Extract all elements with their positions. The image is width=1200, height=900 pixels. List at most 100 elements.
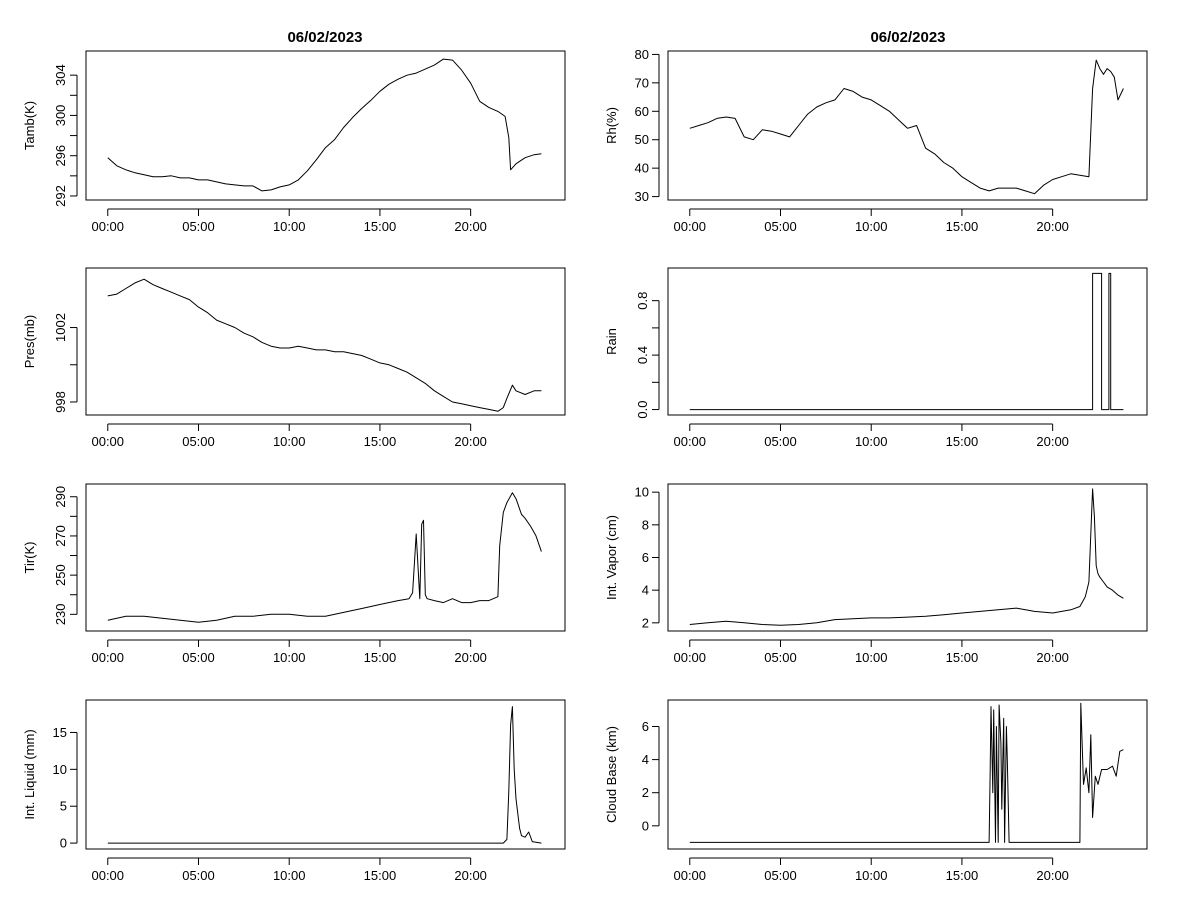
int-vapor-cm-x-tick-label: 05:00 [764, 650, 797, 665]
int-vapor-cm-x-tick-label: 00:00 [673, 650, 706, 665]
rh-y-tick-label: 70 [635, 75, 649, 90]
int-liquid-mm-y-tick-label: 5 [60, 799, 67, 814]
tamb-k-x-tick-label: 00:00 [91, 219, 124, 234]
int-vapor-cm-x-tick-label: 20:00 [1036, 650, 1069, 665]
cloud-base-km-series-line [689, 702, 1124, 843]
cloud-base-km-x-tick-label: 05:00 [764, 868, 797, 883]
tir-k-panel: 00:00 05:00 10:00 15:00 20:00 230 250 270 290 Tir… [22, 483, 566, 665]
cloud-base-km-y-tick-label: 6 [642, 719, 649, 734]
plot-grid: 00:00 05:00 10:00 15:00 20:00292296300304Tam… [22, 47, 1148, 883]
int-liquid-mm-y-tick-label: 0 [60, 836, 67, 851]
int-vapor-cm-y-tick-label: 2 [642, 615, 649, 630]
tir-k-plot-frame [85, 483, 566, 632]
tamb-k-y-tick-label: 292 [53, 185, 68, 207]
tir-k-series-line [107, 492, 542, 623]
tamb-k-plot-frame [85, 50, 566, 201]
int-liquid-mm-y-tick-label: 10 [53, 762, 67, 777]
rain-y-tick-label: 0.4 [635, 346, 650, 364]
int-vapor-cm-plot-frame [667, 483, 1148, 632]
rh-y-tick-label: 60 [635, 104, 649, 119]
pres-mb-plot-frame [85, 267, 566, 416]
cloud-base-km-y-axis-label: Cloud Base (km) [604, 726, 619, 823]
rh-y-tick-label: 30 [635, 189, 649, 204]
rain-x-tick-label: 00:00 [673, 434, 706, 449]
int-liquid-mm-panel: 00:00 05:00 10:00 15:00 20:00 0 5 10 15 Int. Liqu… [22, 699, 566, 883]
pres-mb-series-line [107, 278, 542, 412]
tamb-k-x-tick-label: 20:00 [454, 219, 487, 234]
int-liquid-mm-x-tick-label: 10:00 [273, 868, 306, 883]
rain-y-axis-label: Rain [604, 328, 619, 355]
rh-panel: 00:00 05:00 10:00 15:00 20:00 30 40 50 60 70 80 Rh(… [604, 47, 1148, 234]
int-liquid-mm-x-tick-label: 00:00 [91, 868, 124, 883]
rain-x-tick-label: 10:00 [855, 434, 888, 449]
int-vapor-cm-y-tick-label: 8 [642, 517, 649, 532]
tamb-k-x-tick-label: 10:00 [273, 219, 306, 234]
cloud-base-km-panel: 00:00 05:00 10:00 15:00 20:00 0 2 4 6 Cloud Base … [604, 699, 1148, 883]
tamb-k-y-axis-label: Tamb(K) [22, 101, 37, 150]
rh-x-tick-label: 00:00 [673, 219, 706, 234]
pres-mb-x-tick-label: 15:00 [364, 434, 397, 449]
pres-mb-x-tick-label: 20:00 [454, 434, 487, 449]
int-vapor-cm-x-tick-label: 10:00 [855, 650, 888, 665]
cloud-base-km-plot-frame [667, 699, 1148, 850]
cloud-base-km-y-tick-label: 0 [642, 818, 649, 833]
pres-mb-panel: 00:00 05:00 10:00 15:00 20:00 998 1002 Pres(mb) [22, 267, 566, 449]
int-liquid-mm-plot-frame [85, 699, 566, 850]
cloud-base-km-x-tick-label: 20:00 [1036, 868, 1069, 883]
tamb-k-y-tick-label: 304 [53, 64, 68, 86]
tamb-k-series-line [107, 58, 542, 192]
int-vapor-cm-series-line [689, 488, 1124, 626]
int-vapor-cm-x-tick-label: 15:00 [946, 650, 979, 665]
rain-panel: 00:00 05:00 10:00 15:00 20:00 0.0 0.4 0.8 Rain [604, 267, 1148, 449]
rh-y-axis-label: Rh(%) [604, 107, 619, 144]
rain-x-tick-label: 05:00 [764, 434, 797, 449]
pres-mb-x-tick-label: 00:00 [91, 434, 124, 449]
int-liquid-mm-series-line [107, 706, 542, 844]
rh-x-tick-label: 20:00 [1036, 219, 1069, 234]
tamb-k-y-tick-label: 300 [53, 105, 68, 127]
tir-k-y-tick-label: 250 [53, 564, 68, 586]
rain-y-tick-label: 0.8 [635, 292, 650, 310]
tir-k-x-tick-label: 05:00 [182, 650, 215, 665]
int-liquid-mm-y-tick-label: 15 [53, 725, 67, 740]
rain-plot-frame [667, 267, 1148, 416]
pres-mb-y-tick-label: 1002 [53, 313, 68, 342]
int-vapor-cm-panel: 00:00 05:00 10:00 15:00 20:00 2 4 6 8 10 Int. Vapo… [604, 483, 1148, 665]
tir-k-y-tick-label: 270 [53, 525, 68, 547]
tir-k-x-tick-label: 10:00 [273, 650, 306, 665]
int-vapor-cm-y-tick-label: 4 [642, 583, 649, 598]
pres-mb-y-axis-label: Pres(mb) [22, 315, 37, 368]
rain-x-tick-label: 20:00 [1036, 434, 1069, 449]
int-liquid-mm-y-axis-label: Int. Liquid (mm) [22, 729, 37, 819]
rh-plot-frame [667, 50, 1148, 201]
int-vapor-cm-y-tick-label: 10 [635, 485, 649, 500]
left-column-title: 06/02/2023 [287, 29, 362, 46]
cloud-base-km-y-tick-label: 2 [642, 785, 649, 800]
rh-y-tick-label: 40 [635, 161, 649, 176]
cloud-base-km-x-tick-label: 15:00 [946, 868, 979, 883]
pres-mb-y-tick-label: 998 [53, 391, 68, 413]
rh-x-tick-label: 15:00 [946, 219, 979, 234]
rain-y-tick-label: 0.0 [635, 401, 650, 419]
rh-series-line [689, 59, 1124, 195]
rh-x-tick-label: 10:00 [855, 219, 888, 234]
int-vapor-cm-y-axis-label: Int. Vapor (cm) [604, 515, 619, 600]
rain-x-tick-label: 15:00 [946, 434, 979, 449]
rh-y-tick-label: 50 [635, 132, 649, 147]
tir-k-x-tick-label: 00:00 [91, 650, 124, 665]
tir-k-x-tick-label: 20:00 [454, 650, 487, 665]
right-column-title: 06/02/2023 [870, 29, 945, 46]
tamb-k-y-tick-label: 296 [53, 145, 68, 167]
rh-x-tick-label: 05:00 [764, 219, 797, 234]
cloud-base-km-x-tick-label: 10:00 [855, 868, 888, 883]
rh-y-tick-label: 80 [635, 47, 649, 62]
rain-series-line [689, 272, 1124, 411]
int-liquid-mm-x-tick-label: 05:00 [182, 868, 215, 883]
tamb-k-panel: 00:00 05:00 10:00 15:00 20:00 292 296 300 304 Tam… [22, 50, 566, 234]
tamb-k-x-tick-label: 15:00 [364, 219, 397, 234]
pres-mb-x-tick-label: 05:00 [182, 434, 215, 449]
pres-mb-x-tick-label: 10:00 [273, 434, 306, 449]
int-vapor-cm-y-tick-label: 6 [642, 550, 649, 565]
